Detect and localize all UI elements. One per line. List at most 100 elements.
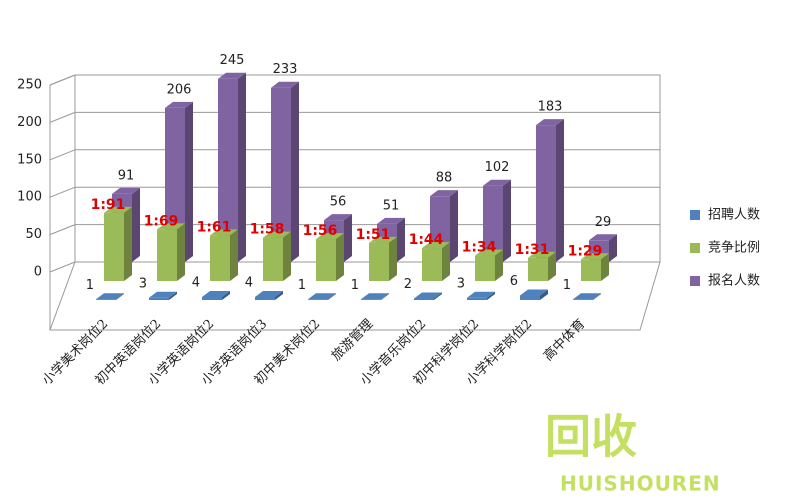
bar-top (316, 233, 344, 240)
bar-side (540, 289, 548, 300)
bar (210, 235, 230, 281)
value-label: 245 (220, 53, 245, 68)
bar-top (165, 101, 193, 108)
grid-line (49, 261, 76, 273)
bar-top (581, 253, 609, 260)
value-label: 51 (383, 198, 400, 213)
bar-top (528, 251, 556, 258)
bar (263, 237, 283, 281)
bar-side (283, 231, 291, 281)
value-label: 1:61 (197, 219, 232, 235)
bar (528, 257, 548, 281)
bar-top (157, 223, 185, 230)
bar-top (218, 72, 246, 79)
value-label: 3 (139, 276, 147, 291)
y-tick-label: 150 (17, 152, 42, 167)
bar (581, 259, 601, 281)
value-label: 88 (436, 171, 453, 186)
legend-swatch (690, 276, 700, 286)
bar-top (149, 291, 177, 298)
bar-top (308, 293, 336, 300)
value-label: 4 (245, 276, 253, 291)
value-label: 3 (457, 276, 465, 291)
y-tick-label: 250 (17, 78, 42, 93)
value-label: 1:31 (515, 242, 550, 258)
bar-side (381, 293, 389, 300)
legend-label: 招聘人数 (708, 208, 760, 223)
y-tick-label: 0 (34, 265, 42, 280)
bar-side (124, 206, 132, 281)
bar (536, 125, 556, 262)
value-label: 1:56 (303, 223, 338, 239)
bar-top (324, 214, 352, 221)
bar-side (222, 291, 230, 300)
bar-side (116, 293, 124, 300)
bar (475, 255, 495, 281)
grid-line (49, 74, 76, 86)
value-label: 2 (404, 277, 412, 292)
bar-side (344, 214, 352, 262)
bar (483, 185, 503, 262)
grid-line (49, 224, 76, 236)
bar-side (434, 292, 442, 300)
bar-side (177, 223, 185, 281)
bar-top (202, 291, 230, 298)
value-label: 1:51 (356, 227, 391, 243)
value-label: 1:44 (409, 232, 444, 248)
bar-top (589, 234, 617, 241)
value-label: 206 (167, 82, 192, 97)
bar (414, 298, 434, 300)
bar-top (414, 292, 442, 299)
watermark: 回收 (545, 410, 637, 464)
value-label: 183 (538, 100, 563, 115)
bar-top (573, 293, 601, 300)
bar-side (275, 291, 283, 300)
value-label: 6 (510, 274, 518, 289)
bar (316, 239, 336, 281)
watermark-sub: HUISHOUREN (560, 472, 721, 496)
legend-swatch (690, 210, 700, 220)
bar-top (361, 293, 389, 300)
bar-side (336, 233, 344, 281)
value-label: 1 (351, 278, 359, 293)
bar-top (369, 236, 397, 243)
bar-side (487, 291, 495, 300)
bar-side (450, 190, 458, 262)
bar-top (96, 293, 124, 300)
bar-top (520, 289, 548, 296)
bar-side (291, 81, 299, 262)
bar-top (467, 291, 495, 298)
value-label: 1 (298, 278, 306, 293)
bar-top (422, 242, 450, 249)
bar (149, 297, 169, 300)
bar-top (112, 187, 140, 194)
bar (422, 248, 442, 281)
bar-side (230, 229, 238, 281)
value-label: 233 (273, 62, 298, 77)
bar-side (556, 119, 564, 262)
value-label: 29 (595, 215, 612, 230)
bar-side (185, 101, 193, 262)
bar-top (430, 190, 458, 197)
legend-swatch (690, 243, 700, 253)
bar (369, 242, 389, 281)
floor (49, 261, 661, 331)
value-label: 56 (330, 195, 347, 210)
bar-side (593, 293, 601, 300)
bar-side (238, 72, 246, 263)
bar (96, 299, 116, 300)
bar-side (548, 251, 556, 281)
legend-label: 竞争比例 (708, 240, 760, 256)
bar-side (328, 293, 336, 300)
bar-top (536, 119, 564, 126)
value-label: 1 (563, 278, 571, 293)
bar (157, 229, 177, 281)
value-label: 1:91 (91, 197, 126, 213)
bar (255, 297, 275, 300)
value-label: 91 (118, 168, 135, 183)
bar-side (169, 291, 177, 300)
bar (218, 78, 238, 263)
bar (308, 299, 328, 300)
value-label: 1:69 (144, 213, 179, 229)
